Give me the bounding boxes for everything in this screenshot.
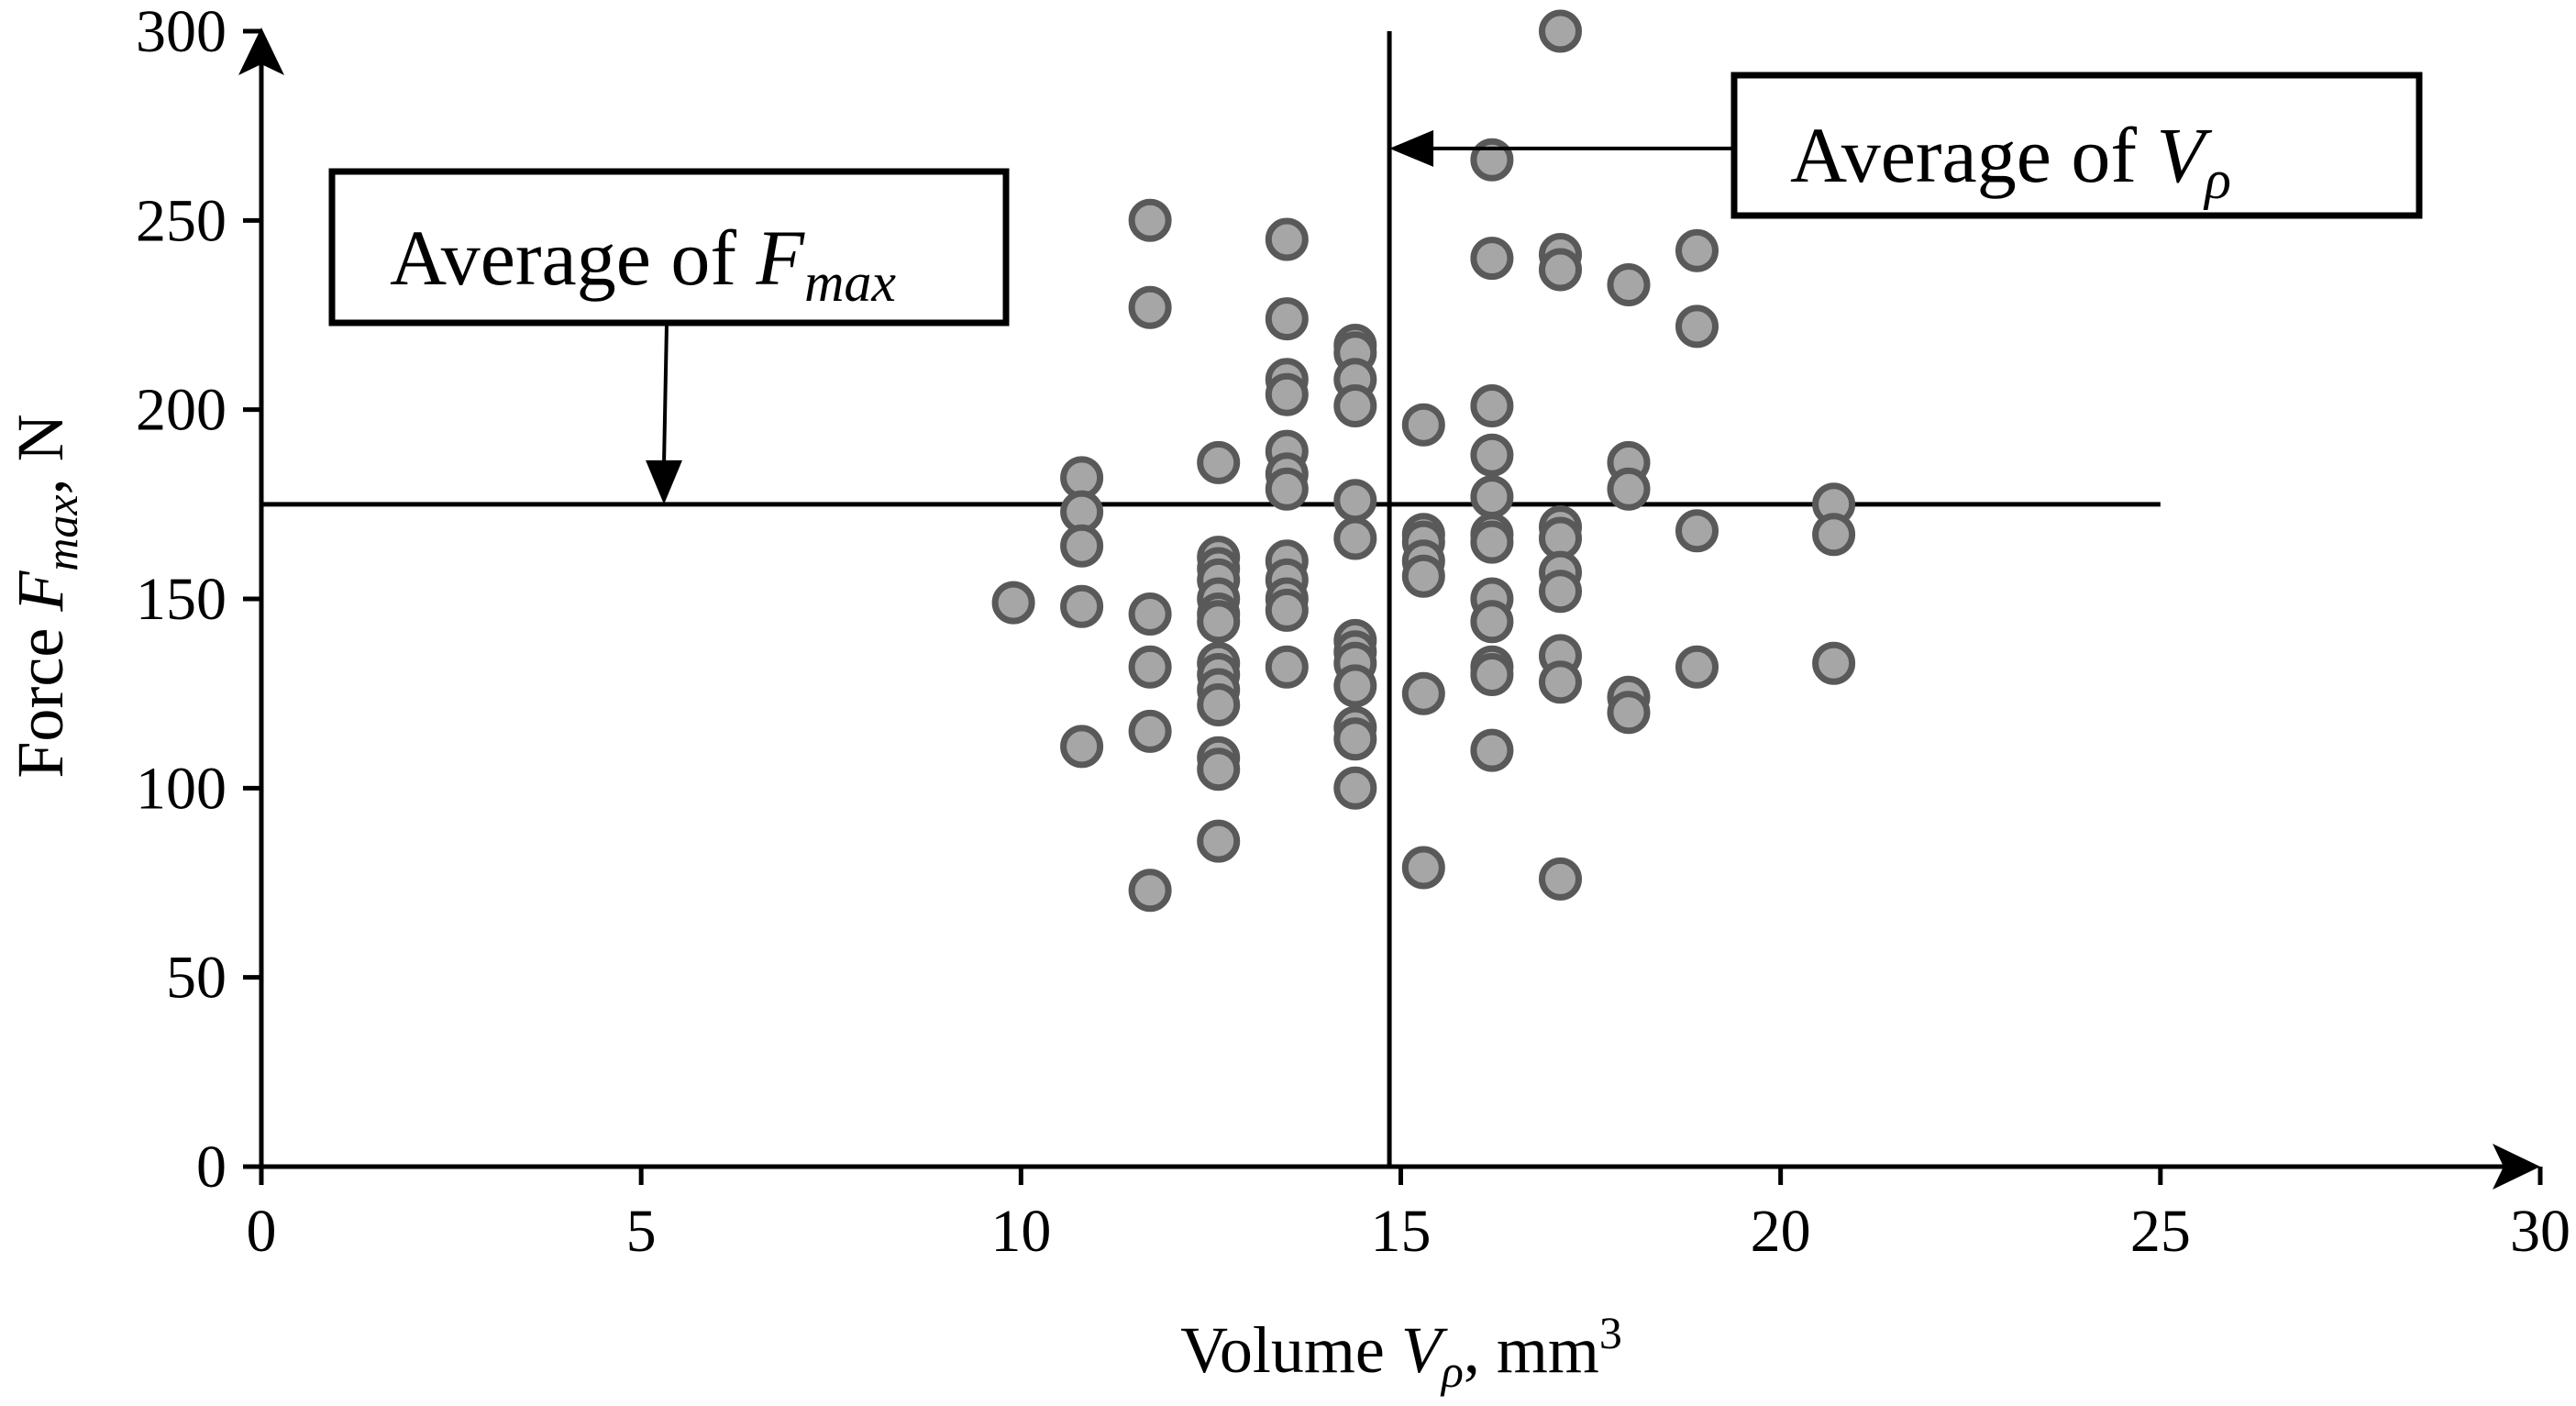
data-point [1607,691,1651,735]
data-point [1333,384,1377,427]
average-fmax-annotation-label: Average of Fmax [390,214,896,313]
data-point [1265,217,1309,261]
data-point [1333,516,1377,560]
y-axis-ticks: 0 50 100 150 200 250 300 [136,0,261,1201]
data-point [1675,228,1719,272]
data-point [1401,403,1445,447]
data-point [1197,440,1241,484]
data-point [991,581,1035,625]
data-point [1470,237,1514,281]
y-tick-label: 100 [136,755,227,822]
data-point [1060,524,1104,568]
data-point [1675,645,1719,689]
average-vrho-arrowhead-icon [1389,129,1434,167]
data-point [1401,671,1445,715]
x-axis-ticks: 0 5 10 15 20 25 30 [247,1167,2570,1265]
data-point [1470,520,1514,564]
x-axis-arrow-icon [2493,1144,2540,1190]
data-point [1128,198,1172,242]
x-tick-label: 0 [247,1198,277,1265]
y-tick-label: 50 [166,945,227,1012]
data-point [1197,819,1241,863]
data-point [1539,570,1582,614]
data-point [1265,467,1309,511]
data-point [1197,683,1241,726]
data-point [1470,433,1514,477]
data-point [1812,513,1856,557]
data-point [1470,138,1514,182]
data-point [1539,248,1582,292]
y-tick-label: 0 [196,1134,227,1201]
average-fmax-arrow [662,322,669,464]
y-axis-title: Force Fmax, N [4,414,87,778]
x-tick-label: 20 [1751,1198,1811,1265]
data-point [1539,857,1582,901]
data-point [1060,584,1104,628]
data-point [1128,285,1172,329]
average-fmax-arrowhead-icon [646,459,683,504]
x-tick-label: 5 [626,1198,657,1265]
data-point [1539,660,1582,704]
scatter-points [991,9,1856,913]
data-point [1812,641,1856,685]
average-vrho-annotation-box [1730,72,2423,219]
y-axis-arrow-icon [238,28,284,75]
x-tick-label: 10 [990,1198,1051,1265]
data-point [1607,467,1651,511]
data-point [1128,869,1172,913]
data-point [1265,645,1309,689]
x-tick-label: 30 [2510,1198,2570,1265]
data-point [1197,600,1241,644]
data-point [1197,747,1241,792]
data-point [1060,725,1104,769]
data-point [1265,297,1309,341]
data-point [1128,592,1172,636]
data-point [1333,664,1377,708]
data-point [1265,588,1309,632]
data-point [1470,384,1514,427]
x-tick-label: 15 [1371,1198,1432,1265]
data-point [1470,475,1514,519]
data-point [1401,846,1445,890]
average-fmax-annotation-box [328,168,1010,327]
data-point [1265,372,1309,416]
x-tick-label: 25 [2130,1198,2191,1265]
data-point [1470,600,1514,644]
data-point [1333,717,1377,761]
data-point [1539,9,1582,53]
data-point [1470,728,1514,772]
data-point [1333,479,1377,523]
data-point [1470,653,1514,696]
x-axis-title: Volume Vρ, mm3 [1180,1307,1622,1397]
data-point [1675,509,1719,553]
y-tick-label: 200 [136,377,227,444]
data-point [1333,766,1377,810]
data-point [1401,554,1445,598]
data-point [1128,709,1172,753]
y-tick-label: 300 [136,0,227,65]
data-point [1128,645,1172,689]
y-tick-label: 150 [136,566,227,633]
average-vrho-annotation-label: Average of Vρ [1790,111,2231,210]
data-point [1675,304,1719,349]
data-point [1607,263,1651,306]
y-tick-label: 250 [136,187,227,254]
